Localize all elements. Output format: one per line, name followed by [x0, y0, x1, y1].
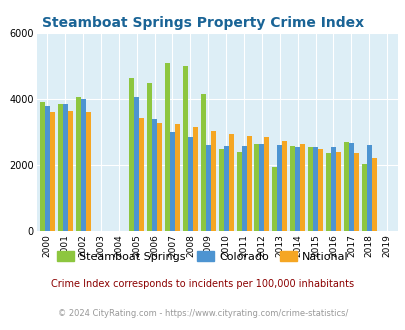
Bar: [200, 94, 205, 231]
Bar: [80, 99, 85, 231]
Bar: [210, 131, 215, 231]
Bar: [264, 137, 269, 231]
Bar: [75, 97, 80, 231]
Bar: [272, 167, 277, 231]
Bar: [290, 146, 294, 231]
Bar: [241, 146, 246, 231]
Bar: [188, 137, 192, 231]
Bar: [361, 164, 366, 231]
Bar: [192, 127, 197, 231]
Bar: [236, 152, 241, 231]
Bar: [45, 106, 50, 231]
Bar: [348, 143, 353, 231]
Bar: [147, 82, 152, 231]
Legend: Steamboat Springs, Colorado, National: Steamboat Springs, Colorado, National: [53, 247, 352, 266]
Bar: [129, 78, 134, 231]
Bar: [228, 134, 233, 231]
Bar: [205, 145, 210, 231]
Bar: [182, 66, 188, 231]
Bar: [134, 97, 139, 231]
Bar: [343, 142, 348, 231]
Bar: [259, 144, 264, 231]
Bar: [277, 145, 281, 231]
Bar: [68, 111, 72, 231]
Bar: [139, 118, 144, 231]
Bar: [40, 102, 45, 231]
Text: Steamboat Springs Property Crime Index: Steamboat Springs Property Crime Index: [42, 16, 363, 30]
Bar: [170, 132, 175, 231]
Bar: [330, 147, 335, 231]
Bar: [50, 112, 55, 231]
Bar: [353, 153, 358, 231]
Bar: [317, 149, 322, 231]
Bar: [254, 144, 259, 231]
Bar: [294, 147, 299, 231]
Bar: [85, 112, 90, 231]
Bar: [218, 149, 223, 231]
Bar: [175, 124, 179, 231]
Bar: [371, 158, 376, 231]
Bar: [366, 145, 371, 231]
Bar: [325, 153, 330, 231]
Bar: [299, 144, 305, 231]
Bar: [62, 104, 68, 231]
Bar: [335, 152, 340, 231]
Bar: [164, 63, 170, 231]
Bar: [281, 141, 287, 231]
Text: Crime Index corresponds to incidents per 100,000 inhabitants: Crime Index corresponds to incidents per…: [51, 279, 354, 289]
Bar: [246, 136, 251, 231]
Bar: [312, 147, 317, 231]
Bar: [157, 123, 162, 231]
Bar: [307, 147, 312, 231]
Bar: [58, 104, 62, 231]
Bar: [223, 146, 228, 231]
Bar: [152, 119, 157, 231]
Text: © 2024 CityRating.com - https://www.cityrating.com/crime-statistics/: © 2024 CityRating.com - https://www.city…: [58, 309, 347, 318]
